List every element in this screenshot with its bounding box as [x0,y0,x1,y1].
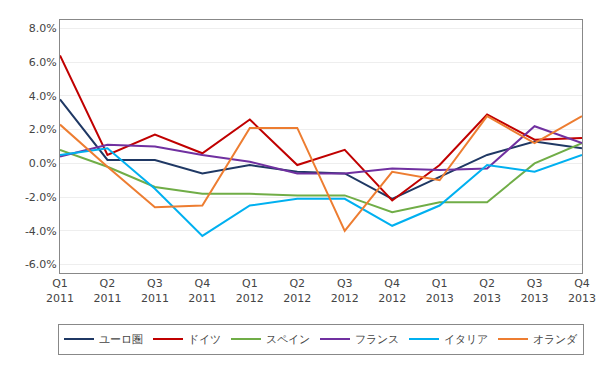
svg-text:Q12013: Q12013 [426,277,454,304]
svg-text:Q32013: Q32013 [521,277,549,304]
svg-text:Q22012: Q22012 [283,277,311,304]
svg-text:Q22013: Q22013 [473,277,501,304]
svg-text:フランス: フランス [355,333,399,346]
svg-text:0.0%: 0.0% [29,157,57,170]
svg-text:-6.0%: -6.0% [25,258,57,271]
svg-text:Q22011: Q22011 [93,277,121,304]
svg-text:オランダ: オランダ [533,333,578,346]
svg-text:8.0%: 8.0% [29,22,57,35]
svg-text:ユーロ圏: ユーロ圏 [99,333,143,346]
svg-text:Q42012: Q42012 [378,277,406,304]
svg-text:-2.0%: -2.0% [25,191,57,204]
svg-text:Q32011: Q32011 [141,277,169,304]
svg-text:Q42013: Q42013 [568,277,596,304]
svg-text:イタリア: イタリア [444,333,488,346]
svg-text:スペイン: スペイン [266,333,310,346]
svg-text:-4.0%: -4.0% [25,225,57,238]
svg-text:Q12012: Q12012 [236,277,264,304]
svg-text:Q42011: Q42011 [188,277,216,304]
svg-text:2.0%: 2.0% [29,123,57,136]
svg-text:Q32012: Q32012 [331,277,359,304]
svg-text:Q12011: Q12011 [46,277,74,304]
svg-text:6.0%: 6.0% [29,56,57,69]
svg-text:4.0%: 4.0% [29,90,57,103]
svg-text:ドイツ: ドイツ [188,333,221,346]
